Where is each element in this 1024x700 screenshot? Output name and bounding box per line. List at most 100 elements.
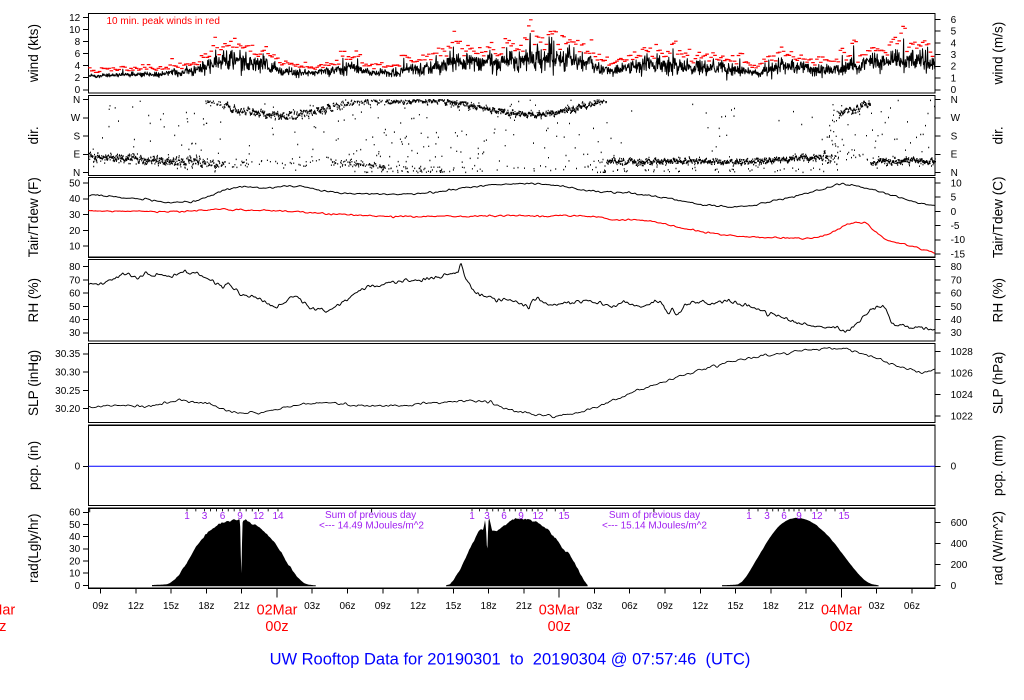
svg-text:5: 5 [951,193,957,204]
svg-text:1022: 1022 [951,412,974,423]
svg-text:wind (m/s): wind (m/s) [991,22,1006,86]
svg-text:02Mar: 02Mar [257,603,298,619]
svg-text:0: 0 [951,581,957,592]
svg-text:<--- 15.14 MJoules/m^2: <--- 15.14 MJoules/m^2 [602,521,707,532]
svg-text:18z: 18z [198,601,214,612]
svg-text:15z: 15z [445,601,461,612]
svg-text:70: 70 [69,275,81,286]
svg-text:12: 12 [532,511,544,522]
svg-text:200: 200 [951,560,968,571]
svg-text:S: S [951,132,958,143]
svg-text:10: 10 [69,242,81,253]
svg-text:5: 5 [951,27,957,38]
svg-text:-10: -10 [951,235,966,246]
svg-text:pcp. (in): pcp. (in) [26,441,41,490]
svg-text:0: 0 [75,85,81,96]
svg-text:21z: 21z [516,601,532,612]
svg-text:9: 9 [237,511,243,522]
svg-text:20: 20 [69,556,81,567]
svg-text:00z: 00z [548,619,571,635]
svg-text:00z: 00z [0,619,6,635]
svg-text:8: 8 [75,37,81,48]
svg-text:15: 15 [838,511,850,522]
svg-text:E: E [74,150,81,161]
svg-text:0: 0 [951,207,957,218]
svg-text:30.35: 30.35 [55,349,80,360]
svg-text:12z: 12z [128,601,144,612]
svg-text:18z: 18z [481,601,497,612]
svg-text:9: 9 [796,511,802,522]
svg-text:1: 1 [746,511,752,522]
svg-text:2: 2 [951,62,957,73]
svg-text:3: 3 [764,511,770,522]
svg-text:3: 3 [484,511,490,522]
svg-text:03z: 03z [304,601,320,612]
svg-text:70: 70 [951,275,963,286]
svg-text:600: 600 [951,518,968,529]
svg-text:RH (%): RH (%) [991,278,1006,323]
svg-text:Tair/Tdew (C): Tair/Tdew (C) [991,176,1006,258]
svg-text:W: W [951,113,961,124]
svg-text:15: 15 [558,511,570,522]
svg-text:W: W [71,113,81,124]
svg-text:6: 6 [951,15,957,26]
svg-text:40: 40 [951,315,963,326]
svg-text:00z: 00z [265,619,288,635]
svg-text:15z: 15z [728,601,744,612]
svg-text:4: 4 [75,61,81,72]
svg-text:-5: -5 [951,221,960,232]
svg-text:06z: 06z [339,601,355,612]
svg-text:S: S [74,132,81,143]
svg-text:Tair/Tdew (F): Tair/Tdew (F) [26,177,41,257]
svg-text:03z: 03z [869,601,885,612]
svg-text:10 min. peak winds in red: 10 min. peak winds in red [107,16,220,27]
svg-text:6: 6 [781,511,787,522]
svg-text:0: 0 [951,85,957,96]
svg-text:30: 30 [69,328,81,339]
svg-text:SLP (inHg): SLP (inHg) [26,350,41,416]
svg-text:1026: 1026 [951,368,974,379]
svg-text:40: 40 [69,532,81,543]
svg-text:21z: 21z [234,601,250,612]
svg-text:12: 12 [253,511,265,522]
svg-text:4: 4 [951,38,957,49]
svg-text:Sum of previous day: Sum of previous day [325,510,416,521]
svg-text:03z: 03z [586,601,602,612]
svg-text:50: 50 [951,302,963,313]
svg-text:12: 12 [811,511,823,522]
svg-text:N: N [73,168,80,179]
svg-text:40: 40 [69,194,81,205]
svg-text:50: 50 [69,178,81,189]
svg-text:06z: 06z [904,601,920,612]
svg-text:12z: 12z [410,601,426,612]
svg-text:10: 10 [69,25,81,36]
svg-text:30.30: 30.30 [55,368,80,379]
svg-text:Sum of previous day: Sum of previous day [609,510,700,521]
svg-text:60: 60 [69,289,81,300]
svg-text:03Mar: 03Mar [539,603,580,619]
svg-text:0: 0 [75,462,81,473]
svg-text:dir.: dir. [991,126,1006,144]
svg-text:09z: 09z [657,601,673,612]
svg-text:rad(Lgly/hr): rad(Lgly/hr) [26,513,41,583]
svg-text:30.20: 30.20 [55,404,80,415]
svg-text:30: 30 [951,328,963,339]
svg-text:21z: 21z [798,601,814,612]
svg-text:3: 3 [951,50,957,61]
svg-text:1: 1 [469,511,475,522]
svg-text:09z: 09z [375,601,391,612]
svg-text:UW Rooftop Data for 20190301: UW Rooftop Data for 20190301 to 20190304… [270,651,751,669]
svg-text:12z: 12z [692,601,708,612]
svg-text:12: 12 [69,13,81,24]
svg-text:14: 14 [272,511,284,522]
svg-text:N: N [73,95,80,106]
svg-text:1: 1 [951,74,957,85]
svg-text:-15: -15 [951,250,966,261]
svg-text:1028: 1028 [951,347,974,358]
svg-text:9: 9 [518,511,524,522]
svg-text:09z: 09z [93,601,109,612]
svg-text:wind (kts): wind (kts) [26,24,41,83]
svg-text:pcp. (mm): pcp. (mm) [991,435,1006,496]
svg-text:6: 6 [220,511,226,522]
svg-text:60: 60 [951,289,963,300]
